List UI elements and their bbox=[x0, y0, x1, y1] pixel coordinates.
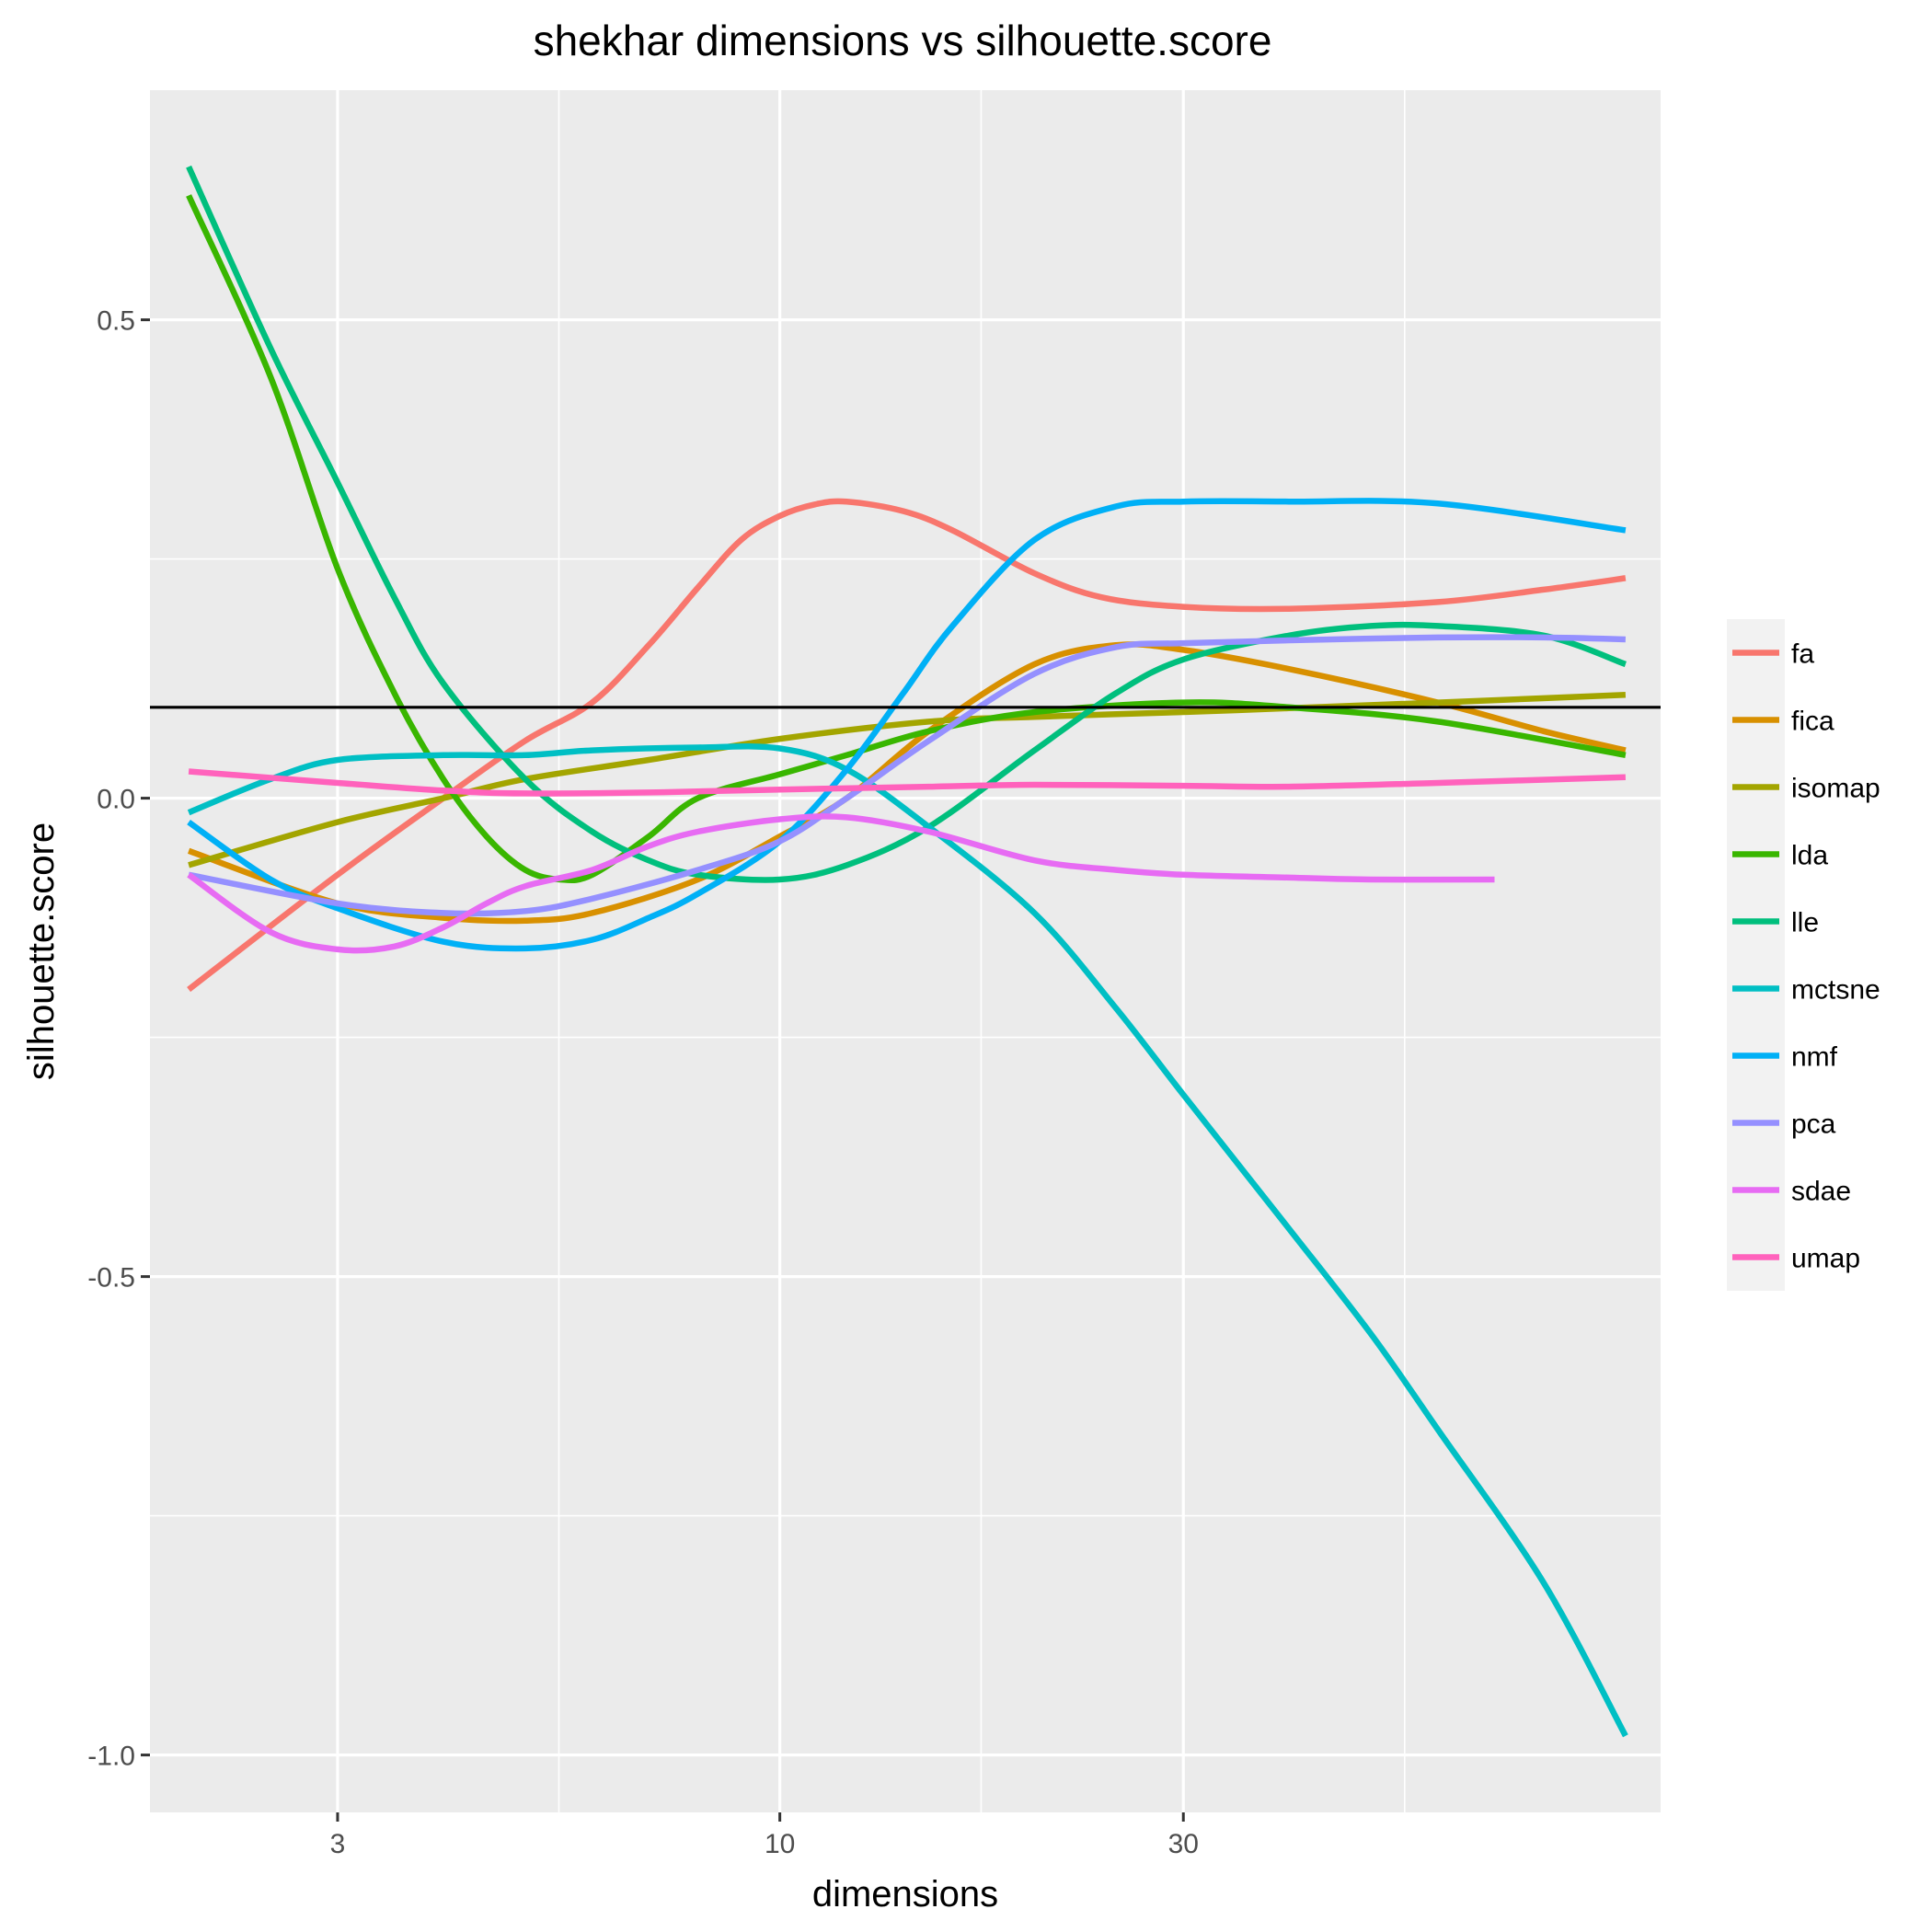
major-gridlines bbox=[150, 90, 1661, 1812]
series-line-fa bbox=[187, 498, 1627, 993]
y-axis-title: silhouette.score bbox=[21, 822, 62, 1080]
legend-label-mctsne: mctsne bbox=[1791, 975, 1880, 1006]
series-line-nmf bbox=[187, 498, 1627, 952]
y-tick-label: 0.0 bbox=[97, 785, 135, 815]
series-line-umap bbox=[188, 768, 1627, 797]
y-axis: 0.5 0.0 -0.5 -1.0 bbox=[87, 306, 150, 1772]
legend-label-sdae: sdae bbox=[1791, 1177, 1851, 1207]
x-tick-label: 3 bbox=[330, 1829, 346, 1859]
legend-label-fa: fa bbox=[1791, 639, 1814, 670]
y-tick-label: -1.0 bbox=[87, 1742, 135, 1772]
chart-title: shekhar dimensions vs silhouette.score bbox=[534, 17, 1272, 64]
legend-label-isomap: isomap bbox=[1791, 774, 1880, 804]
x-tick-label: 30 bbox=[1168, 1829, 1199, 1859]
series-line-lda bbox=[186, 194, 1627, 884]
minor-gridlines bbox=[150, 90, 1661, 1812]
series-line-sdae bbox=[187, 813, 1495, 954]
plot-panel bbox=[150, 90, 1661, 1812]
y-tick-label: -0.5 bbox=[87, 1263, 135, 1294]
x-axis: 3 10 30 bbox=[330, 1812, 1199, 1859]
y-tick-label: 0.5 bbox=[97, 306, 135, 337]
series-line-mctsne bbox=[187, 743, 1628, 1738]
x-axis-title: dimensions bbox=[812, 1874, 998, 1915]
series-line-lle bbox=[186, 165, 1627, 883]
legend-label-lle: lle bbox=[1791, 908, 1819, 938]
legend-label-umap: umap bbox=[1791, 1244, 1860, 1274]
series-lines bbox=[186, 165, 1628, 1738]
legend-label-pca: pca bbox=[1791, 1110, 1836, 1140]
legend-label-nmf: nmf bbox=[1791, 1042, 1838, 1073]
legend: fa fica isomap lda lle mctsne nmf pca sdae umap bbox=[1727, 619, 1880, 1291]
x-tick-label: 10 bbox=[765, 1829, 795, 1859]
legend-label-fica: fica bbox=[1791, 707, 1834, 737]
legend-label-lda: lda bbox=[1791, 841, 1828, 871]
